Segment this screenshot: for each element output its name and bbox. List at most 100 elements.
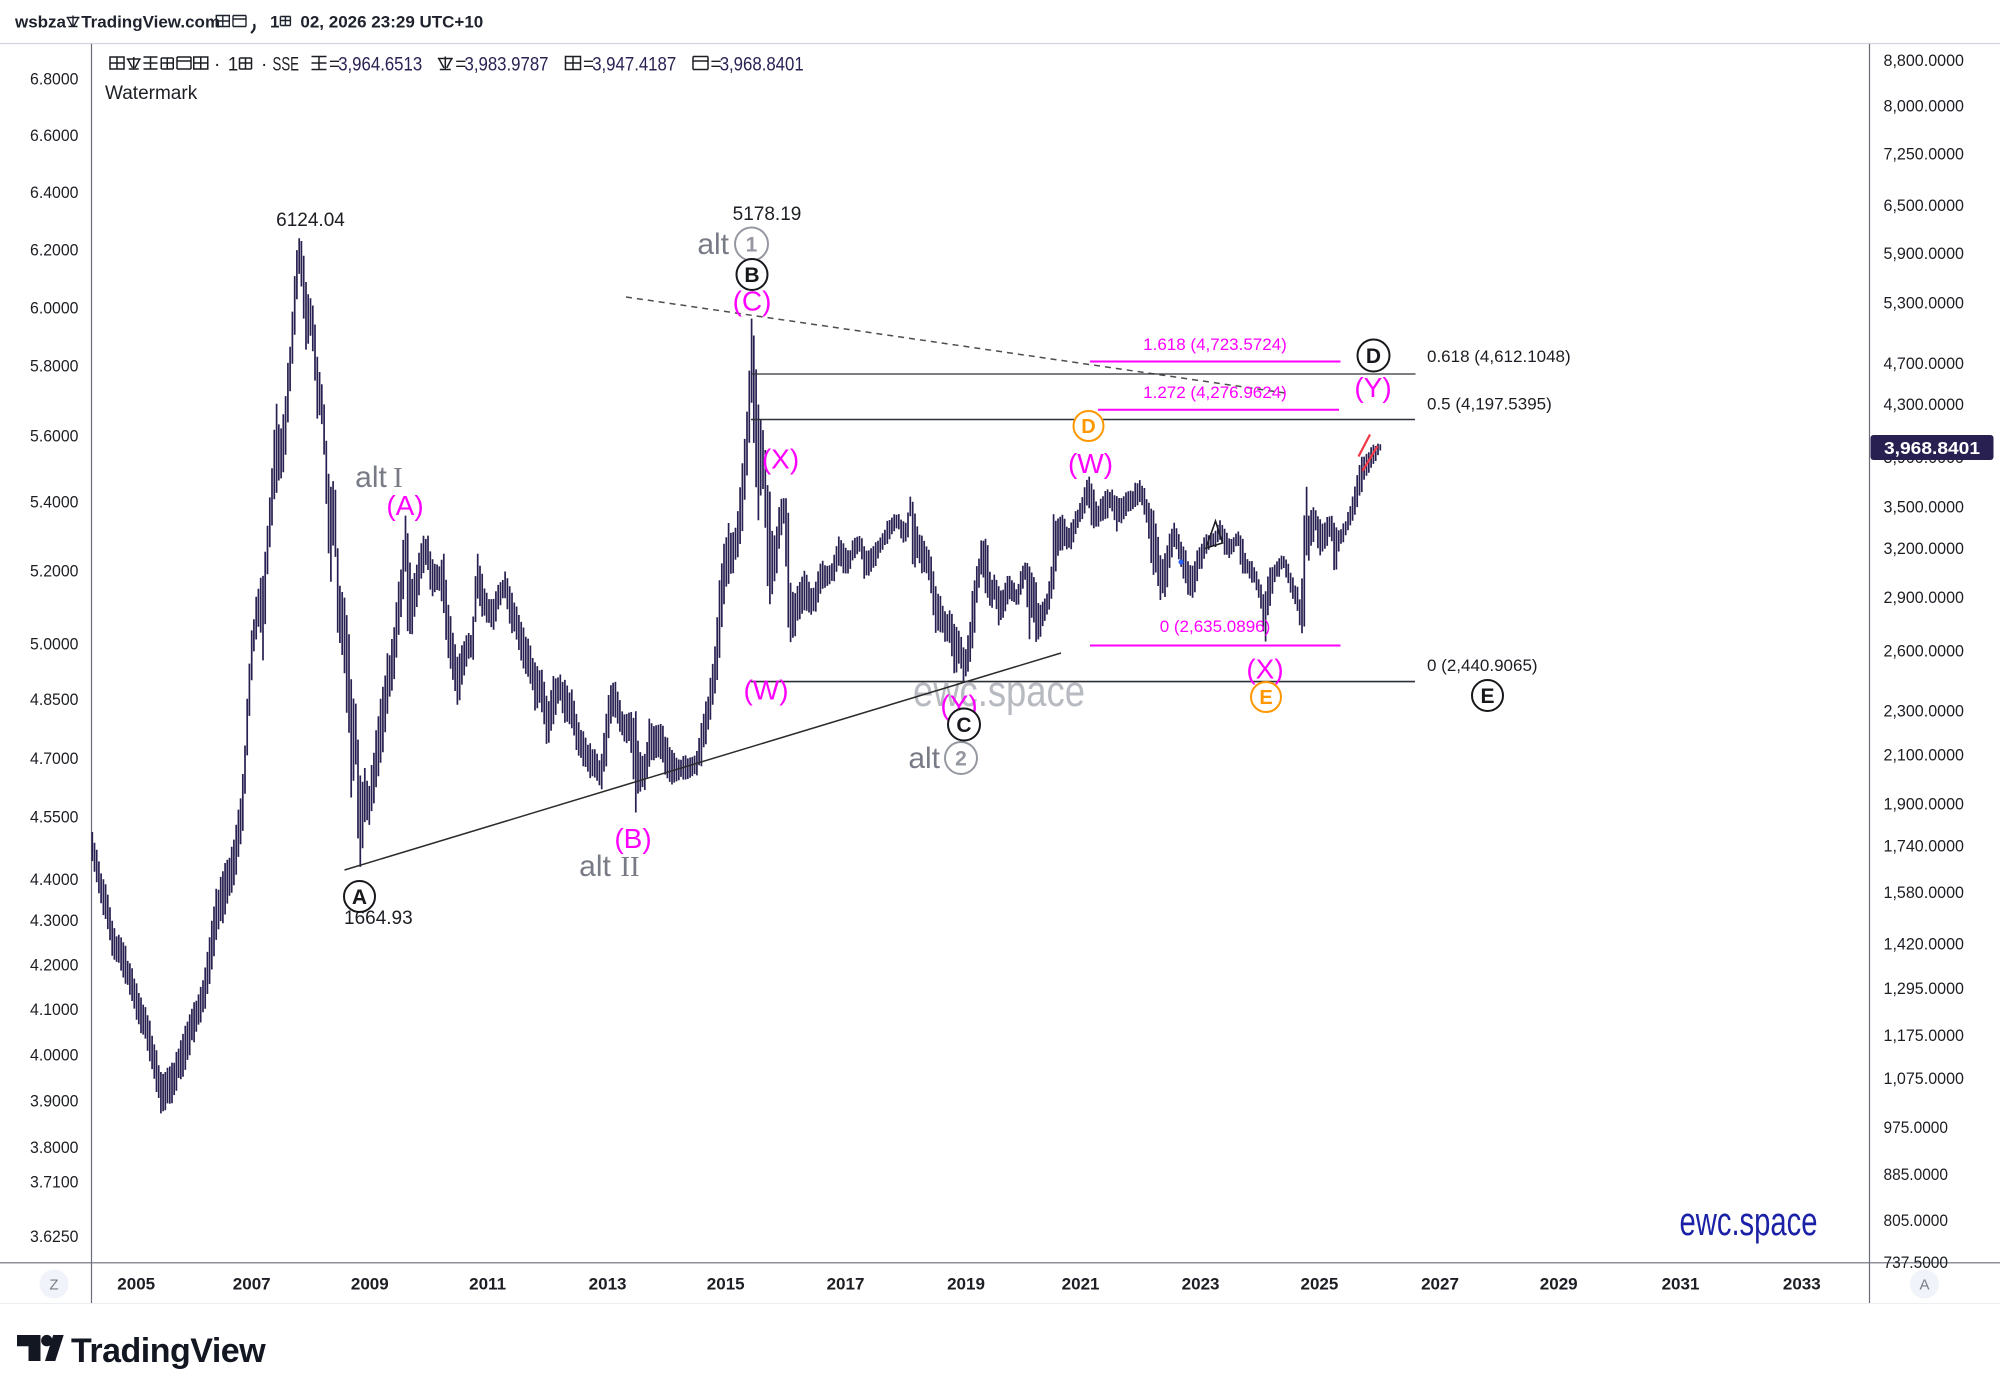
svg-text:2009: 2009 [351,1275,389,1294]
svg-text:2023: 2023 [1182,1275,1220,1294]
svg-text:737.5000: 737.5000 [1884,1253,1949,1272]
svg-text:TradingView: TradingView [71,1332,266,1370]
svg-text:2,900.0000: 2,900.0000 [1884,588,1965,607]
svg-text:2,600.0000: 2,600.0000 [1884,642,1965,661]
svg-text:2017: 2017 [827,1275,865,1294]
svg-text:ewc.space: ewc.space [1680,1200,1818,1244]
svg-text:ewc.space: ewc.space [913,667,1085,716]
svg-text:TradingView.com: TradingView.com [81,13,220,32]
svg-text:wsbza: wsbza [14,13,67,32]
svg-text:5,900.0000: 5,900.0000 [1884,244,1965,263]
svg-text:2011: 2011 [469,1275,506,1294]
svg-text:D: D [1081,416,1095,438]
svg-text:(X): (X) [1246,654,1283,685]
svg-text:5.8000: 5.8000 [30,357,79,376]
svg-text:(X): (X) [762,444,799,475]
svg-text:2,100.0000: 2,100.0000 [1884,746,1965,765]
svg-text:2031: 2031 [1662,1275,1700,1294]
svg-text:alt: alt [579,850,611,883]
svg-text:885.0000: 885.0000 [1884,1165,1949,1184]
svg-text:5.6000: 5.6000 [30,427,79,446]
svg-text:4.8500: 4.8500 [30,690,79,709]
svg-text:2007: 2007 [233,1275,271,1294]
svg-text:4,700.0000: 4,700.0000 [1884,354,1965,373]
svg-text:B: B [744,264,759,287]
svg-text:6.0000: 6.0000 [30,299,79,318]
svg-text:=: = [583,55,594,76]
svg-text:3,947.4187: 3,947.4187 [592,55,676,76]
svg-text:4.2000: 4.2000 [30,956,79,975]
svg-text:1,420.0000: 1,420.0000 [1884,934,1965,953]
svg-text:805.0000: 805.0000 [1884,1211,1949,1230]
svg-text:3.8000: 3.8000 [30,1138,79,1157]
svg-text:02, 2026 23:29 UTC+10: 02, 2026 23:29 UTC+10 [300,13,483,32]
svg-text:4.4000: 4.4000 [30,870,79,889]
svg-text:2033: 2033 [1783,1275,1821,1294]
svg-text:(W): (W) [743,675,788,706]
svg-text:3,968.8401: 3,968.8401 [1884,438,1980,458]
svg-text:6124.04: 6124.04 [276,210,345,231]
svg-text:6.4000: 6.4000 [30,183,79,202]
svg-text:6.6000: 6.6000 [30,126,79,145]
svg-text:0 (2,440.9065): 0 (2,440.9065) [1427,656,1538,675]
svg-text:2015: 2015 [707,1275,745,1294]
svg-text:=: = [455,55,466,76]
svg-text:Z: Z [49,1277,58,1294]
svg-text:1,900.0000: 1,900.0000 [1884,794,1965,813]
svg-text:2027: 2027 [1421,1275,1459,1294]
svg-text:·: · [214,55,220,76]
svg-text:(Y): (Y) [1354,372,1391,403]
svg-text:7,250.0000: 7,250.0000 [1884,145,1965,164]
svg-text:2029: 2029 [1540,1275,1578,1294]
svg-text:3.7100: 3.7100 [30,1173,79,1192]
svg-text:5.0000: 5.0000 [30,635,79,654]
svg-text:I: I [393,462,403,494]
svg-text:0 (2,635.0896): 0 (2,635.0896) [1160,617,1271,636]
svg-text:2021: 2021 [1062,1275,1100,1294]
svg-text:=: = [329,55,340,76]
svg-text:3,964.6513: 3,964.6513 [338,55,422,76]
svg-text:1: 1 [270,13,279,32]
svg-text:8,800.0000: 8,800.0000 [1884,51,1965,70]
svg-text:1,295.0000: 1,295.0000 [1884,979,1965,998]
svg-text:2025: 2025 [1300,1275,1338,1294]
svg-text:1: 1 [746,233,758,256]
svg-text:1664.93: 1664.93 [344,908,413,929]
svg-text:II: II [620,851,639,883]
svg-text:6.2000: 6.2000 [30,241,79,260]
svg-text:2: 2 [955,747,967,770]
svg-text:4.7000: 4.7000 [30,749,79,768]
svg-text:1,580.0000: 1,580.0000 [1884,883,1965,902]
svg-text:3,500.0000: 3,500.0000 [1884,498,1965,517]
svg-text:A: A [1919,1277,1929,1294]
svg-text:·: · [261,55,267,76]
svg-text:2019: 2019 [947,1275,985,1294]
svg-text:4.3000: 4.3000 [30,911,79,930]
svg-text:D: D [1366,345,1381,368]
svg-text:4.5500: 4.5500 [30,808,79,827]
svg-text:0.5 (4,197.5395): 0.5 (4,197.5395) [1427,395,1552,414]
svg-text:SSE: SSE [273,55,300,76]
svg-text:C: C [956,714,971,737]
svg-text:1: 1 [228,55,239,76]
svg-text:3,968.8401: 3,968.8401 [720,55,804,76]
svg-text:(W): (W) [1068,448,1113,479]
svg-text:E: E [1480,685,1494,708]
svg-text:1,075.0000: 1,075.0000 [1884,1069,1965,1088]
svg-text:5.2000: 5.2000 [30,562,79,581]
svg-text:3.6250: 3.6250 [30,1227,79,1246]
svg-text:5,300.0000: 5,300.0000 [1884,294,1965,313]
svg-text:5.4000: 5.4000 [30,493,79,512]
svg-text:E: E [1259,687,1272,709]
svg-text:alt: alt [908,742,940,775]
svg-text:8,000.0000: 8,000.0000 [1884,97,1965,116]
svg-text:2013: 2013 [589,1275,627,1294]
svg-text:(A): (A) [386,490,423,521]
svg-text:2005: 2005 [117,1275,155,1294]
svg-text:3,200.0000: 3,200.0000 [1884,539,1965,558]
svg-text:6,500.0000: 6,500.0000 [1884,196,1965,215]
svg-text:975.0000: 975.0000 [1884,1118,1949,1137]
svg-text:4,300.0000: 4,300.0000 [1884,395,1965,414]
svg-text:A: A [352,886,367,909]
svg-text:0.618 (4,612.1048): 0.618 (4,612.1048) [1427,347,1571,366]
